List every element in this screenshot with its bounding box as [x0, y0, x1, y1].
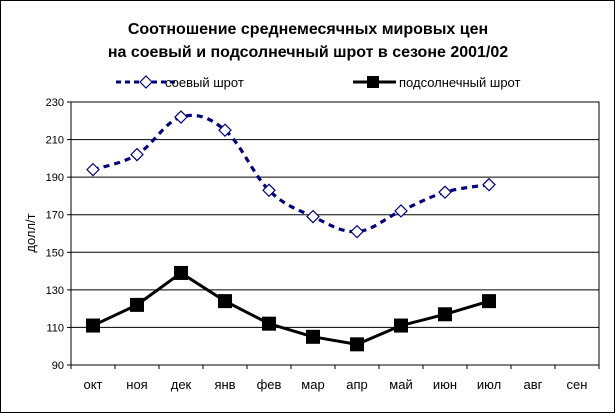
y-tick-label: 190: [46, 172, 64, 184]
data-point-soy: [218, 123, 232, 138]
data-point-soy: [438, 185, 452, 200]
x-tick-label: мар: [301, 377, 324, 392]
x-tick-label: июн: [433, 377, 457, 392]
legend: соевый шрот подсолнечный шрот: [116, 75, 520, 90]
y-axis-label: долл/т: [23, 213, 38, 252]
data-point-sunflower: [218, 294, 232, 309]
legend-marker-soy: [139, 75, 153, 89]
y-axis-ticks: 230 210 190 170 150 130 110 90: [46, 97, 71, 372]
series-group: [86, 110, 496, 352]
y-tick-label: 110: [46, 322, 64, 334]
plot-area: [70, 101, 600, 366]
data-point-sunflower: [306, 329, 320, 344]
x-tick-label: апр: [346, 377, 368, 392]
data-point-soy: [262, 183, 276, 198]
x-tick-label: фев: [257, 377, 282, 392]
data-point-sunflower: [350, 337, 364, 352]
x-tick-label: июл: [477, 377, 501, 392]
y-tick-label: 90: [52, 360, 64, 372]
data-point-soy: [174, 110, 188, 124]
data-point-sunflower: [86, 318, 100, 333]
data-point-soy: [482, 177, 496, 192]
y-tick-label: 130: [46, 285, 64, 297]
data-point-soy: [130, 147, 144, 162]
legend-label-sunflower: подсолнечный шрот: [399, 75, 520, 90]
data-point-sunflower: [130, 297, 144, 312]
legend-marker-sunflower: [367, 76, 379, 88]
x-tick-label: ноя: [126, 377, 147, 392]
x-tick-label: сен: [567, 377, 588, 392]
chart-title-line-1: Соотношение среднемесячных мировых цен: [128, 21, 488, 38]
x-tick-label: дек: [171, 377, 192, 392]
legend-label-soy: соевый шрот: [165, 75, 244, 90]
data-point-soy: [306, 209, 320, 224]
data-point-soy: [86, 162, 100, 177]
data-point-sunflower: [262, 316, 276, 331]
x-tick-label: янв: [214, 377, 235, 392]
y-tick-label: 150: [46, 247, 64, 259]
data-point-sunflower: [482, 294, 496, 309]
x-axis-ticks: окт ноя дек янв фев мар апр май июн июл авг сен: [70, 365, 600, 392]
grid: [71, 139, 599, 328]
data-point-sunflower: [438, 307, 452, 322]
data-point-sunflower: [394, 318, 408, 333]
y-tick-label: 210: [46, 135, 64, 147]
x-tick-label: авг: [524, 377, 543, 392]
data-point-soy: [350, 224, 364, 239]
data-point-sunflower: [174, 265, 188, 280]
x-tick-label: окт: [83, 377, 102, 392]
y-tick-label: 170: [46, 210, 64, 222]
y-tick-label: 230: [46, 97, 64, 109]
data-point-soy: [394, 204, 408, 218]
series-line-soy: [92, 113, 490, 234]
chart-title-line-2: на соевый и подсолнечный шрот в сезоне 2…: [108, 44, 508, 61]
series-line-sunflower: [92, 271, 490, 346]
x-tick-label: май: [389, 377, 412, 392]
